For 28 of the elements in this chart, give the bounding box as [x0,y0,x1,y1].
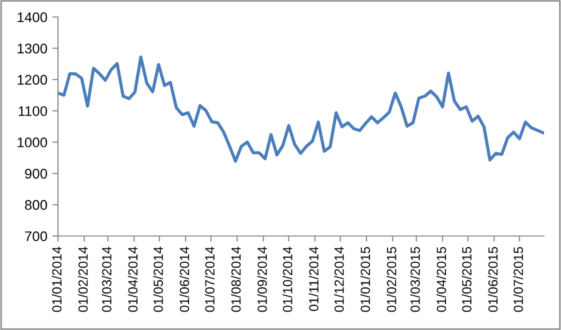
x-tick-label: 01/04/2015 [436,246,446,312]
x-tick-label: 01/09/2014 [257,246,267,312]
x-tick-label: 01/01/2015 [360,246,370,312]
x-tick-label: 01/02/2014 [78,246,88,312]
y-tick-label: 1000 [18,137,48,148]
x-tick-label: 01/08/2014 [231,246,241,312]
x-tick-label: 01/03/2014 [102,246,112,312]
x-tick-label: 01/06/2014 [179,246,190,312]
x-tick-label: 01/07/2015 [513,246,524,312]
y-tick-label: 1100 [18,106,48,116]
y-tick-label: 1300 [18,44,48,54]
x-tick-label: 01/01/2014 [52,246,62,312]
line-series [58,56,544,163]
x-tick-label: 01/03/2015 [410,246,420,312]
x-tick-label: 01/10/2014 [282,246,292,312]
y-tick-label: 900 [25,168,48,179]
y-tick-label: 1200 [18,74,48,85]
y-tick-label: 1400 [18,12,48,22]
x-tick-label: 01/11/2014 [308,246,318,311]
x-tick-label: 01/05/2014 [153,246,163,312]
x-tick-label: 01/06/2015 [488,246,498,312]
y-tick-label: 800 [25,200,48,210]
y-tick-label: 700 [25,231,48,242]
x-tick-label: 01/05/2015 [462,246,472,312]
x-tick-label: 01/04/2014 [128,246,138,312]
x-tick-label: 01/02/2015 [386,246,396,312]
x-tick-label: 01/12/2014 [334,246,344,312]
x-tick-label: 01/07/2014 [204,246,215,312]
